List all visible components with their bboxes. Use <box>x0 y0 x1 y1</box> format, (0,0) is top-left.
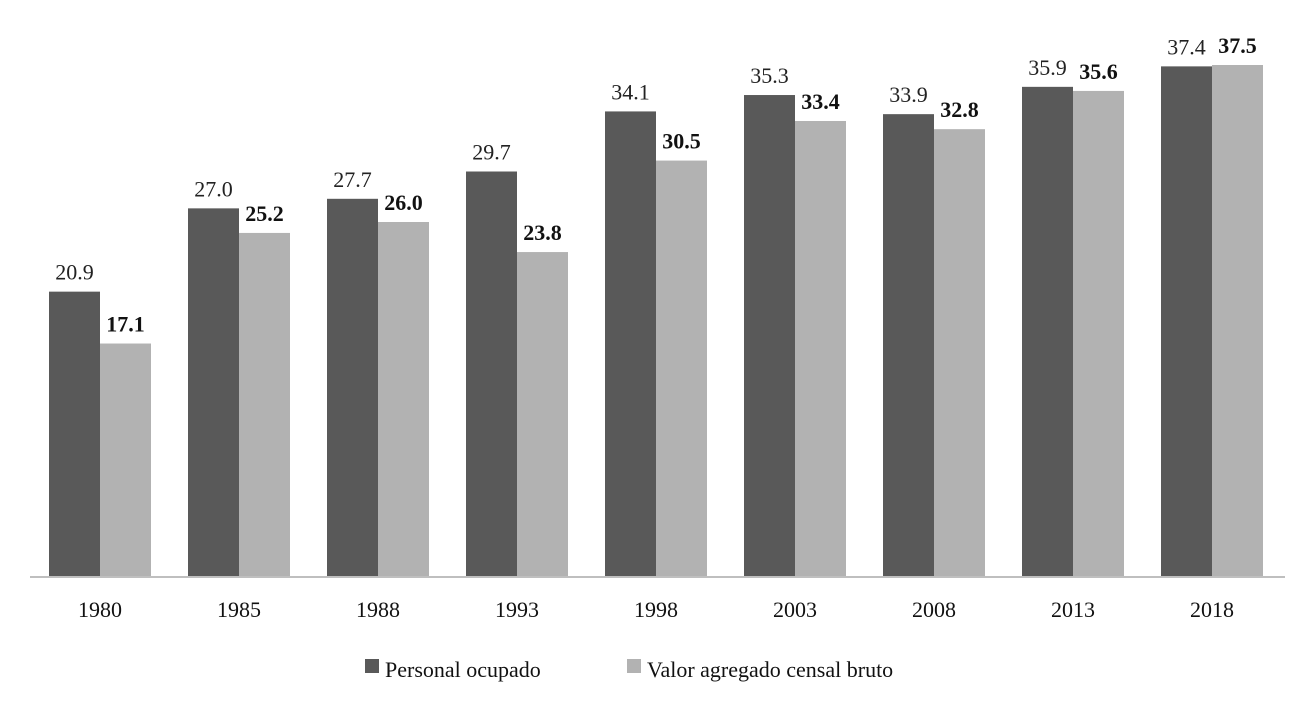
x-tick-label-1988: 1988 <box>356 597 400 622</box>
bar-valor-agregado-2018 <box>1212 65 1263 577</box>
category-labels-group: 1980 1985 1988 1993 1998 2003 2008 2013 2018 <box>78 597 1234 622</box>
x-tick-label-2008: 2008 <box>912 597 956 622</box>
x-tick-label-2018: 2018 <box>1190 597 1234 622</box>
bar-personal-ocupado-1985 <box>188 208 239 578</box>
data-label-valor-agregado-1998: 30.5 <box>662 129 701 154</box>
data-label-valor-agregado-2008: 32.8 <box>940 97 979 122</box>
bar-valor-agregado-2013 <box>1073 90 1124 577</box>
bar-personal-ocupado-1980 <box>49 291 100 577</box>
data-label-valor-agregado-1988: 26.0 <box>384 190 423 215</box>
bar-valor-agregado-1985 <box>239 232 290 577</box>
x-tick-label-1998: 1998 <box>634 597 678 622</box>
x-tick-label-2013: 2013 <box>1051 597 1095 622</box>
x-tick-label-1993: 1993 <box>495 597 539 622</box>
data-label-valor-agregado-1993: 23.8 <box>523 220 562 245</box>
legend-label-valor-agregado: Valor agregado censal bruto <box>647 657 893 682</box>
x-tick-label-1980: 1980 <box>78 597 122 622</box>
bar-personal-ocupado-2003 <box>744 95 795 578</box>
data-label-personal-ocupado-2013: 35.9 <box>1028 55 1067 80</box>
data-label-personal-ocupado-1998: 34.1 <box>611 79 650 104</box>
data-labels-group: 20.9 17.1 27.0 25.2 27.7 26.0 29.7 23.8 34.1 30.5… <box>55 33 1257 337</box>
data-label-valor-agregado-2003: 33.4 <box>801 89 840 114</box>
bars-group <box>49 65 1263 578</box>
bar-personal-ocupado-2013 <box>1022 86 1073 577</box>
data-label-valor-agregado-2018: 37.5 <box>1218 33 1257 58</box>
data-label-valor-agregado-1980: 17.1 <box>106 312 145 337</box>
legend: Personal ocupado Valor agregado censal b… <box>365 657 893 682</box>
bar-valor-agregado-1998 <box>656 160 707 577</box>
data-label-personal-ocupado-2018: 37.4 <box>1167 34 1206 59</box>
x-tick-label-1985: 1985 <box>217 597 261 622</box>
data-label-personal-ocupado-1988: 27.7 <box>333 167 372 192</box>
legend-label-personal-ocupado: Personal ocupado <box>385 657 541 682</box>
bar-valor-agregado-2003 <box>795 120 846 577</box>
bar-personal-ocupado-1988 <box>327 198 378 577</box>
data-label-personal-ocupado-1985: 27.0 <box>194 176 233 201</box>
data-label-personal-ocupado-2008: 33.9 <box>889 82 928 107</box>
data-label-valor-agregado-1985: 25.2 <box>245 201 284 226</box>
bar-personal-ocupado-2018 <box>1161 66 1212 578</box>
x-tick-label-2003: 2003 <box>773 597 817 622</box>
legend-swatch-valor-agregado <box>627 659 641 673</box>
bar-valor-agregado-1993 <box>517 252 568 577</box>
bar-valor-agregado-1988 <box>378 222 429 577</box>
data-label-personal-ocupado-2003: 35.3 <box>750 63 789 88</box>
bar-valor-agregado-2008 <box>934 129 985 578</box>
legend-swatch-personal-ocupado <box>365 659 379 673</box>
data-label-personal-ocupado-1993: 29.7 <box>472 139 511 164</box>
bar-personal-ocupado-1993 <box>466 171 517 577</box>
bar-personal-ocupado-1998 <box>605 111 656 578</box>
data-label-valor-agregado-2013: 35.6 <box>1079 59 1118 84</box>
bar-personal-ocupado-2008 <box>883 114 934 577</box>
data-label-personal-ocupado-1980: 20.9 <box>55 260 94 285</box>
bar-valor-agregado-1980 <box>100 343 151 577</box>
